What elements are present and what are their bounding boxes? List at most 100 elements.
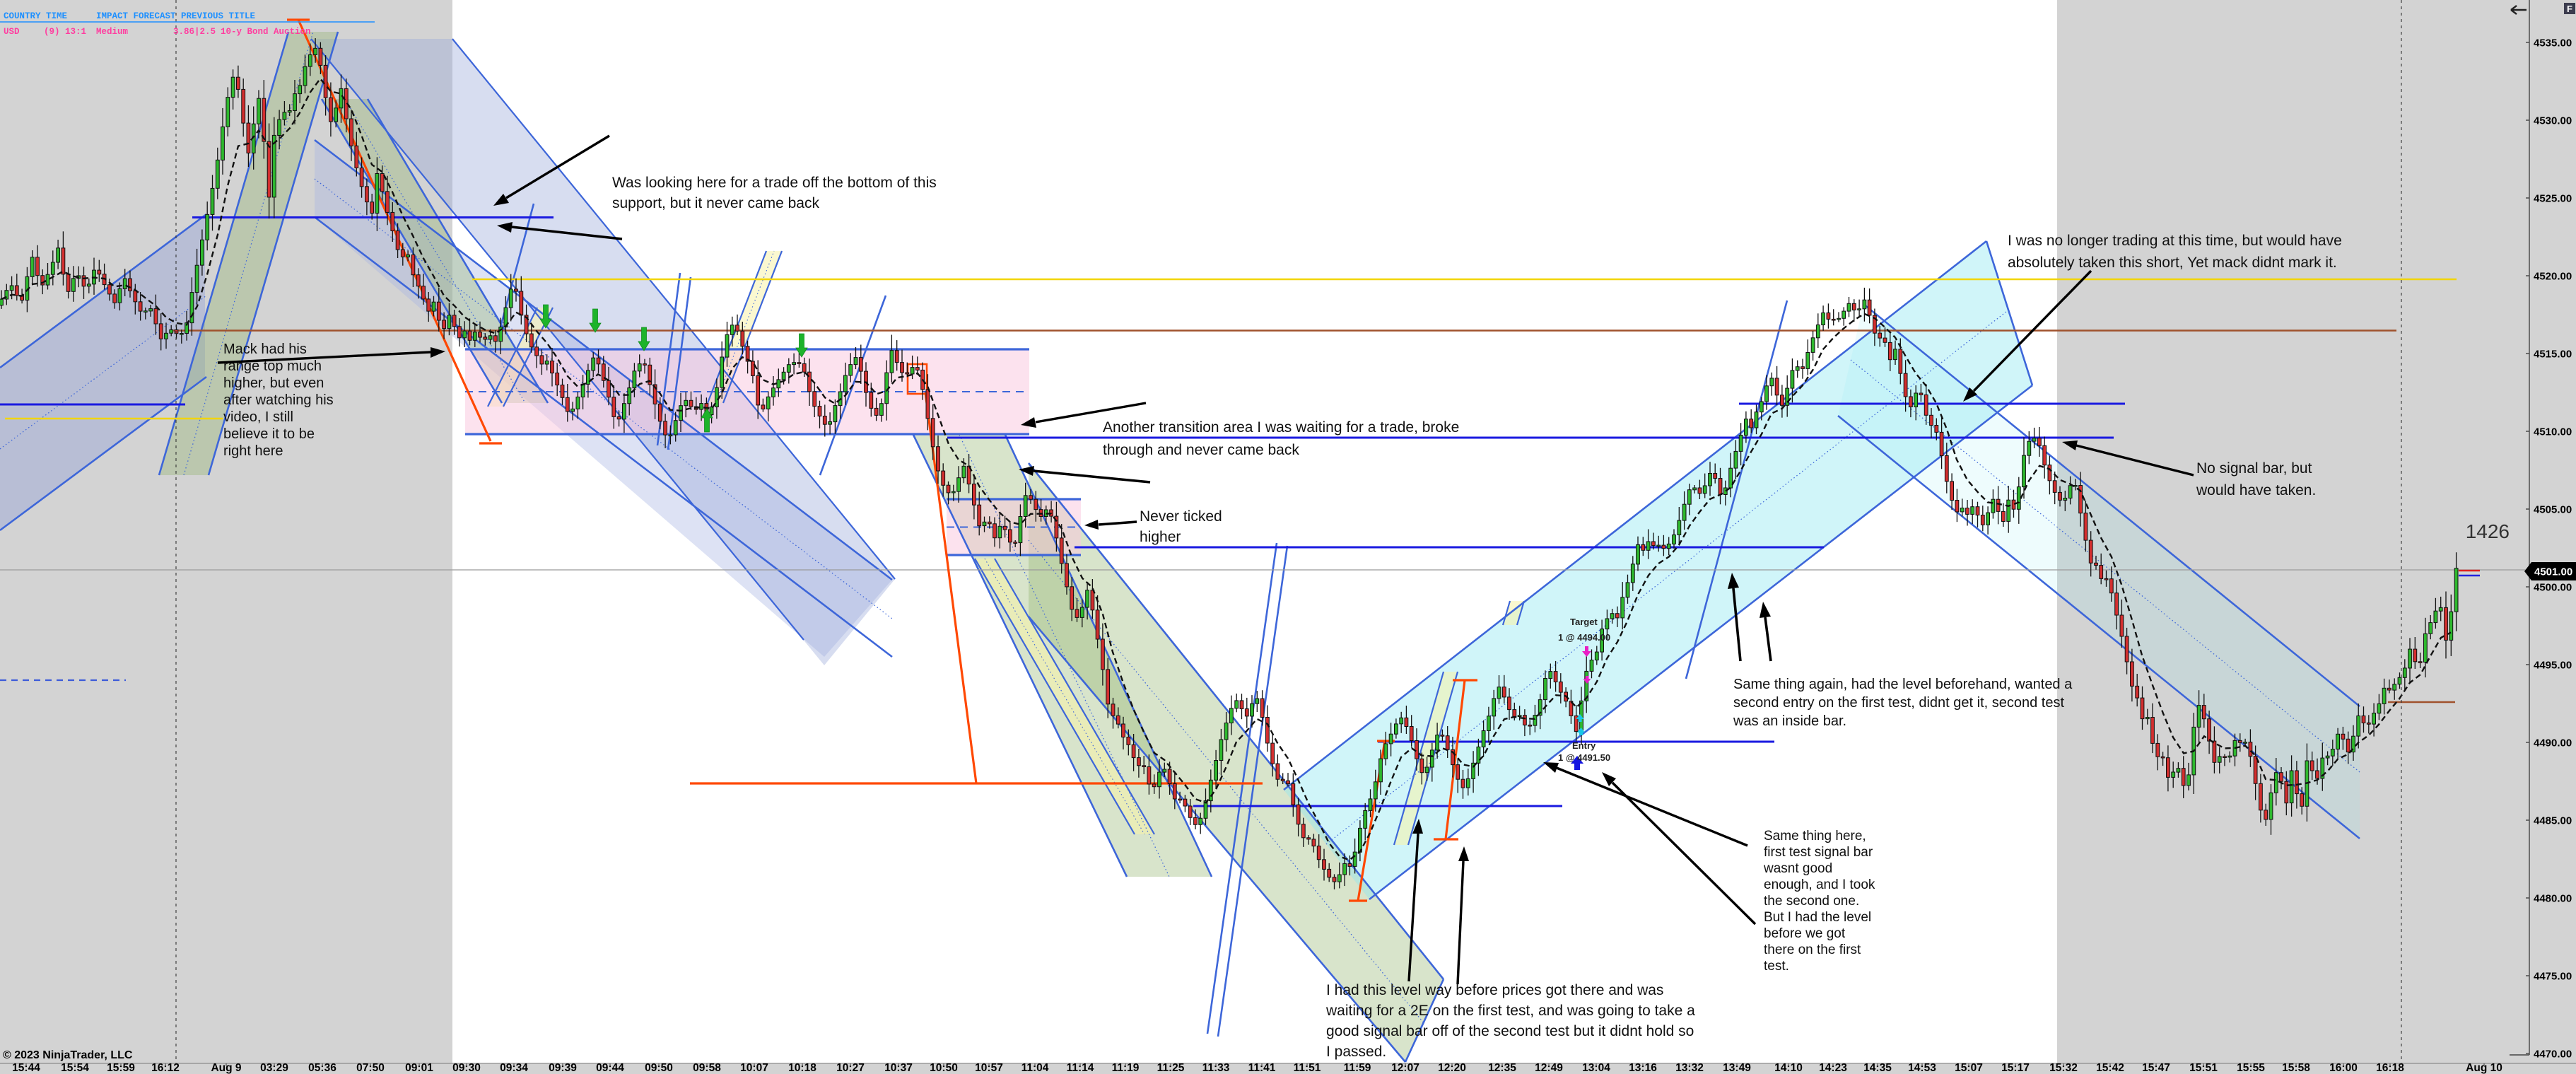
svg-text:higher, but even: higher, but even bbox=[223, 375, 324, 391]
svg-text:09:01: 09:01 bbox=[405, 1062, 433, 1074]
svg-text:enough, and I took: enough, and I took bbox=[1764, 877, 1875, 892]
svg-text:10:57: 10:57 bbox=[975, 1062, 1003, 1074]
svg-text:4510.00: 4510.00 bbox=[2534, 426, 2572, 438]
svg-text:4500.00: 4500.00 bbox=[2534, 582, 2572, 594]
svg-text:09:39: 09:39 bbox=[549, 1062, 577, 1074]
svg-text:4485.00: 4485.00 bbox=[2534, 815, 2572, 827]
svg-text:USD: USD bbox=[4, 27, 20, 37]
svg-text:11:33: 11:33 bbox=[1202, 1062, 1230, 1074]
svg-text:15:58: 15:58 bbox=[2282, 1062, 2310, 1074]
svg-text:absolutely taken this short, Y: absolutely taken this short, Yet mack di… bbox=[2008, 255, 2337, 271]
svg-text:11:25: 11:25 bbox=[1157, 1062, 1185, 1074]
svg-text:IMPACT FORECAST PREVIOUS TITLE: IMPACT FORECAST PREVIOUS TITLE bbox=[96, 11, 255, 21]
svg-text:range top much: range top much bbox=[223, 358, 322, 374]
svg-text:14:23: 14:23 bbox=[1819, 1062, 1847, 1074]
svg-text:© 2023 NinjaTrader, LLC: © 2023 NinjaTrader, LLC bbox=[3, 1049, 133, 1061]
svg-text:05:36: 05:36 bbox=[308, 1062, 336, 1074]
svg-text:4501.00: 4501.00 bbox=[2534, 566, 2572, 578]
svg-text:support, but it never came bac: support, but it never came back bbox=[612, 195, 819, 211]
svg-text:10:50: 10:50 bbox=[930, 1062, 958, 1074]
svg-text:14:53: 14:53 bbox=[1908, 1062, 1936, 1074]
svg-text:Was looking here for a trade o: Was looking here for a trade off the bot… bbox=[612, 175, 937, 191]
svg-text:12:07: 12:07 bbox=[1391, 1062, 1419, 1074]
svg-text:good signal bar off of the sec: good signal bar off of the second test b… bbox=[1326, 1023, 1694, 1039]
svg-text:Never ticked: Never ticked bbox=[1140, 508, 1222, 525]
svg-text:11:19: 11:19 bbox=[1112, 1062, 1140, 1074]
svg-text:09:34: 09:34 bbox=[500, 1062, 528, 1074]
svg-text:right here: right here bbox=[223, 443, 283, 459]
svg-text:10:07: 10:07 bbox=[740, 1062, 768, 1074]
svg-text:13:32: 13:32 bbox=[1675, 1062, 1704, 1074]
svg-text:before we got: before we got bbox=[1764, 926, 1846, 941]
svg-text:11:59: 11:59 bbox=[1344, 1062, 1371, 1074]
svg-text:12:20: 12:20 bbox=[1438, 1062, 1466, 1074]
svg-text:10:18: 10:18 bbox=[788, 1062, 816, 1074]
svg-text:video, I still: video, I still bbox=[223, 409, 293, 425]
svg-text:15:47: 15:47 bbox=[2142, 1062, 2170, 1074]
svg-text:11:04: 11:04 bbox=[1021, 1062, 1049, 1074]
svg-text:4530.00: 4530.00 bbox=[2534, 115, 2572, 127]
svg-text:1426: 1426 bbox=[2466, 520, 2510, 542]
svg-text:4515.00: 4515.00 bbox=[2534, 349, 2572, 361]
svg-text:second entry on the first test: second entry on the first test, didnt ge… bbox=[1733, 695, 2064, 711]
svg-text:1 @ 4494.00: 1 @ 4494.00 bbox=[1558, 632, 1610, 643]
svg-text:Aug 10: Aug 10 bbox=[2466, 1062, 2502, 1074]
svg-text:4475.00: 4475.00 bbox=[2534, 971, 2572, 983]
svg-text:09:50: 09:50 bbox=[645, 1062, 673, 1074]
svg-text:through and never came back: through and never came back bbox=[1103, 442, 1299, 458]
svg-text:1 @ 4491.50: 1 @ 4491.50 bbox=[1558, 752, 1610, 763]
svg-text:14:35: 14:35 bbox=[1863, 1062, 1892, 1074]
svg-text:15:54: 15:54 bbox=[61, 1062, 89, 1074]
svg-text:Mack had his: Mack had his bbox=[223, 342, 307, 357]
svg-text:12:49: 12:49 bbox=[1535, 1062, 1563, 1074]
svg-text:09:44: 09:44 bbox=[596, 1062, 624, 1074]
svg-text:Same thing here,: Same thing here, bbox=[1764, 829, 1866, 844]
svg-text:4490.00: 4490.00 bbox=[2534, 737, 2572, 749]
svg-text:first test signal bar: first test signal bar bbox=[1764, 845, 1873, 860]
svg-text:I passed.: I passed. bbox=[1326, 1044, 1386, 1060]
svg-text:F: F bbox=[2567, 4, 2572, 14]
svg-text:4480.00: 4480.00 bbox=[2534, 893, 2572, 905]
svg-text:4525.00: 4525.00 bbox=[2534, 193, 2572, 205]
svg-text:4535.00: 4535.00 bbox=[2534, 37, 2572, 49]
svg-text:Aug 9: Aug 9 bbox=[211, 1062, 241, 1074]
svg-text:after watching his: after watching his bbox=[223, 392, 334, 408]
svg-text:(9) 13:1: (9) 13:1 bbox=[44, 27, 86, 37]
svg-text:16:18: 16:18 bbox=[2376, 1062, 2404, 1074]
svg-text:10:37: 10:37 bbox=[884, 1062, 913, 1074]
svg-text:03:29: 03:29 bbox=[260, 1062, 288, 1074]
svg-text:10-y Bond Auction: 10-y Bond Auction bbox=[221, 27, 311, 37]
svg-text:wasnt good: wasnt good bbox=[1763, 861, 1832, 876]
svg-text:Target: Target bbox=[1570, 617, 1598, 627]
svg-text:13:49: 13:49 bbox=[1723, 1062, 1751, 1074]
svg-text:16:00: 16:00 bbox=[2329, 1062, 2358, 1074]
svg-text:4495.00: 4495.00 bbox=[2534, 660, 2572, 672]
svg-text:09:58: 09:58 bbox=[693, 1062, 721, 1074]
svg-text:Another transition area I was: Another transition area I was waiting fo… bbox=[1103, 419, 1459, 436]
svg-text:3.86|2.5: 3.86|2.5 bbox=[173, 27, 216, 37]
svg-text:COUNTRY TIME: COUNTRY TIME bbox=[4, 11, 67, 21]
svg-text:Entry: Entry bbox=[1572, 740, 1596, 751]
svg-text:15:51: 15:51 bbox=[2189, 1062, 2218, 1074]
svg-text:15:55: 15:55 bbox=[2237, 1062, 2265, 1074]
svg-text:13:16: 13:16 bbox=[1629, 1062, 1657, 1074]
svg-text:Same thing again, had the leve: Same thing again, had the level beforeha… bbox=[1733, 677, 2073, 692]
svg-text:I was no longer trading at thi: I was no longer trading at this time, bu… bbox=[2008, 233, 2342, 249]
svg-text:believe it to be: believe it to be bbox=[223, 426, 315, 442]
svg-text:4520.00: 4520.00 bbox=[2534, 271, 2572, 283]
svg-text:test.: test. bbox=[1764, 959, 1789, 974]
svg-text:07:50: 07:50 bbox=[356, 1062, 385, 1074]
svg-text:13:04: 13:04 bbox=[1582, 1062, 1610, 1074]
svg-text:I had this level way before pr: I had this level way before prices got t… bbox=[1326, 982, 1663, 998]
svg-text:higher: higher bbox=[1140, 529, 1181, 545]
svg-text:15:42: 15:42 bbox=[2096, 1062, 2124, 1074]
svg-text:15:44: 15:44 bbox=[12, 1062, 40, 1074]
svg-text:11:51: 11:51 bbox=[1294, 1062, 1321, 1074]
svg-text:10:27: 10:27 bbox=[836, 1062, 865, 1074]
svg-text:would have taken.: would have taken. bbox=[2196, 482, 2316, 498]
svg-text:the second one.: the second one. bbox=[1764, 894, 1859, 909]
svg-text:But I had the level: But I had the level bbox=[1764, 910, 1871, 925]
svg-text:4505.00: 4505.00 bbox=[2534, 504, 2572, 516]
svg-text:14:10: 14:10 bbox=[1774, 1062, 1803, 1074]
svg-text:09:30: 09:30 bbox=[452, 1062, 481, 1074]
